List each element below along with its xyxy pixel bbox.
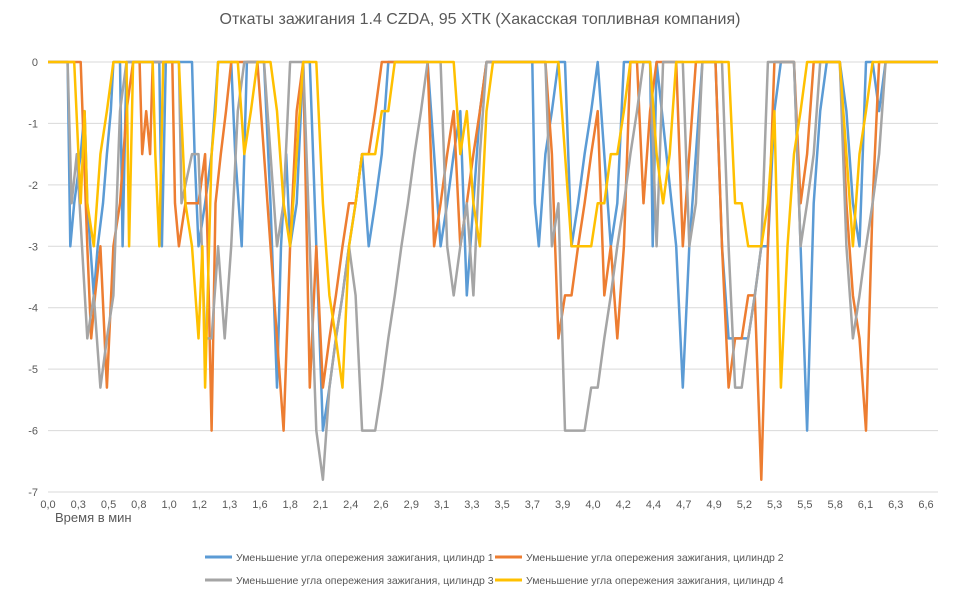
x-tick-label: 1,2 <box>192 499 207 511</box>
x-tick-label: 2,9 <box>404 499 419 511</box>
x-tick-label: 4,0 <box>585 499 600 511</box>
x-tick-label: 2,1 <box>313 499 328 511</box>
legend-item-cyl3: Уменьшение угла опережения зажигания, ци… <box>205 575 494 587</box>
y-tick-label: -4 <box>28 303 38 315</box>
x-axis-label: Время в мин <box>55 510 132 525</box>
y-tick-label: 0 <box>32 57 38 69</box>
x-axis-ticks: 0,0 0,3 0,5 0,8 1,0 1,2 1,3 1,6 1,8 2,1 2,4 2,6 2,9 3… <box>40 499 933 511</box>
legend: Уменьшение угла опережения зажигания, ци… <box>205 552 784 587</box>
x-tick-label: 2,6 <box>373 499 388 511</box>
legend-label-cyl2: Уменьшение угла опережения зажигания, ци… <box>526 552 784 564</box>
x-tick-label: 4,4 <box>646 499 661 511</box>
x-tick-label: 4,9 <box>706 499 721 511</box>
x-tick-label: 3,9 <box>555 499 570 511</box>
x-tick-label: 1,0 <box>161 499 176 511</box>
y-axis-ticks: 0 -1 -2 -3 -4 -5 -6 -7 <box>28 57 38 499</box>
x-tick-label: 5,8 <box>828 499 843 511</box>
series-lines <box>48 60 938 481</box>
chart-title: Откаты зажигания 1.4 CZDA, 95 ХТК (Хакас… <box>220 11 741 28</box>
x-tick-label: 4,7 <box>676 499 691 511</box>
x-tick-label: 3,7 <box>525 499 540 511</box>
x-tick-label: 1,6 <box>252 499 267 511</box>
series-line-cylinder-2 <box>48 60 938 481</box>
x-tick-label: 3,1 <box>434 499 449 511</box>
x-tick-label: 2,4 <box>343 499 358 511</box>
x-tick-label: 5,5 <box>797 499 812 511</box>
series-line-cylinder-4 <box>48 60 938 389</box>
y-tick-label: -6 <box>28 426 38 438</box>
x-tick-label: 6,1 <box>858 499 873 511</box>
x-tick-label: 1,3 <box>222 499 237 511</box>
x-tick-label: 5,3 <box>767 499 782 511</box>
legend-item-cyl4: Уменьшение угла опережения зажигания, ци… <box>495 575 784 587</box>
legend-label-cyl3: Уменьшение угла опережения зажигания, ци… <box>236 575 494 587</box>
x-tick-label: 0,5 <box>101 499 116 511</box>
legend-item-cyl1: Уменьшение угла опережения зажигания, ци… <box>205 552 494 564</box>
x-tick-label: 5,2 <box>737 499 752 511</box>
x-tick-label: 0,3 <box>71 499 86 511</box>
y-tick-label: -2 <box>28 180 38 192</box>
y-tick-label: -3 <box>28 241 38 253</box>
y-tick-label: -5 <box>28 364 38 376</box>
y-tick-label: -1 <box>28 118 38 130</box>
x-tick-label: 0,0 <box>40 499 55 511</box>
legend-item-cyl2: Уменьшение угла опережения зажигания, ци… <box>495 552 784 564</box>
x-tick-label: 4,2 <box>616 499 631 511</box>
legend-label-cyl1: Уменьшение угла опережения зажигания, ци… <box>236 552 494 564</box>
x-tick-label: 0,8 <box>131 499 146 511</box>
x-tick-label: 3,3 <box>464 499 479 511</box>
x-tick-label: 3,5 <box>494 499 509 511</box>
x-tick-label: 1,8 <box>283 499 298 511</box>
legend-label-cyl4: Уменьшение угла опережения зажигания, ци… <box>526 575 784 587</box>
x-tick-label: 6,6 <box>918 499 933 511</box>
x-tick-label: 6,3 <box>888 499 903 511</box>
y-tick-label: -7 <box>28 487 38 499</box>
